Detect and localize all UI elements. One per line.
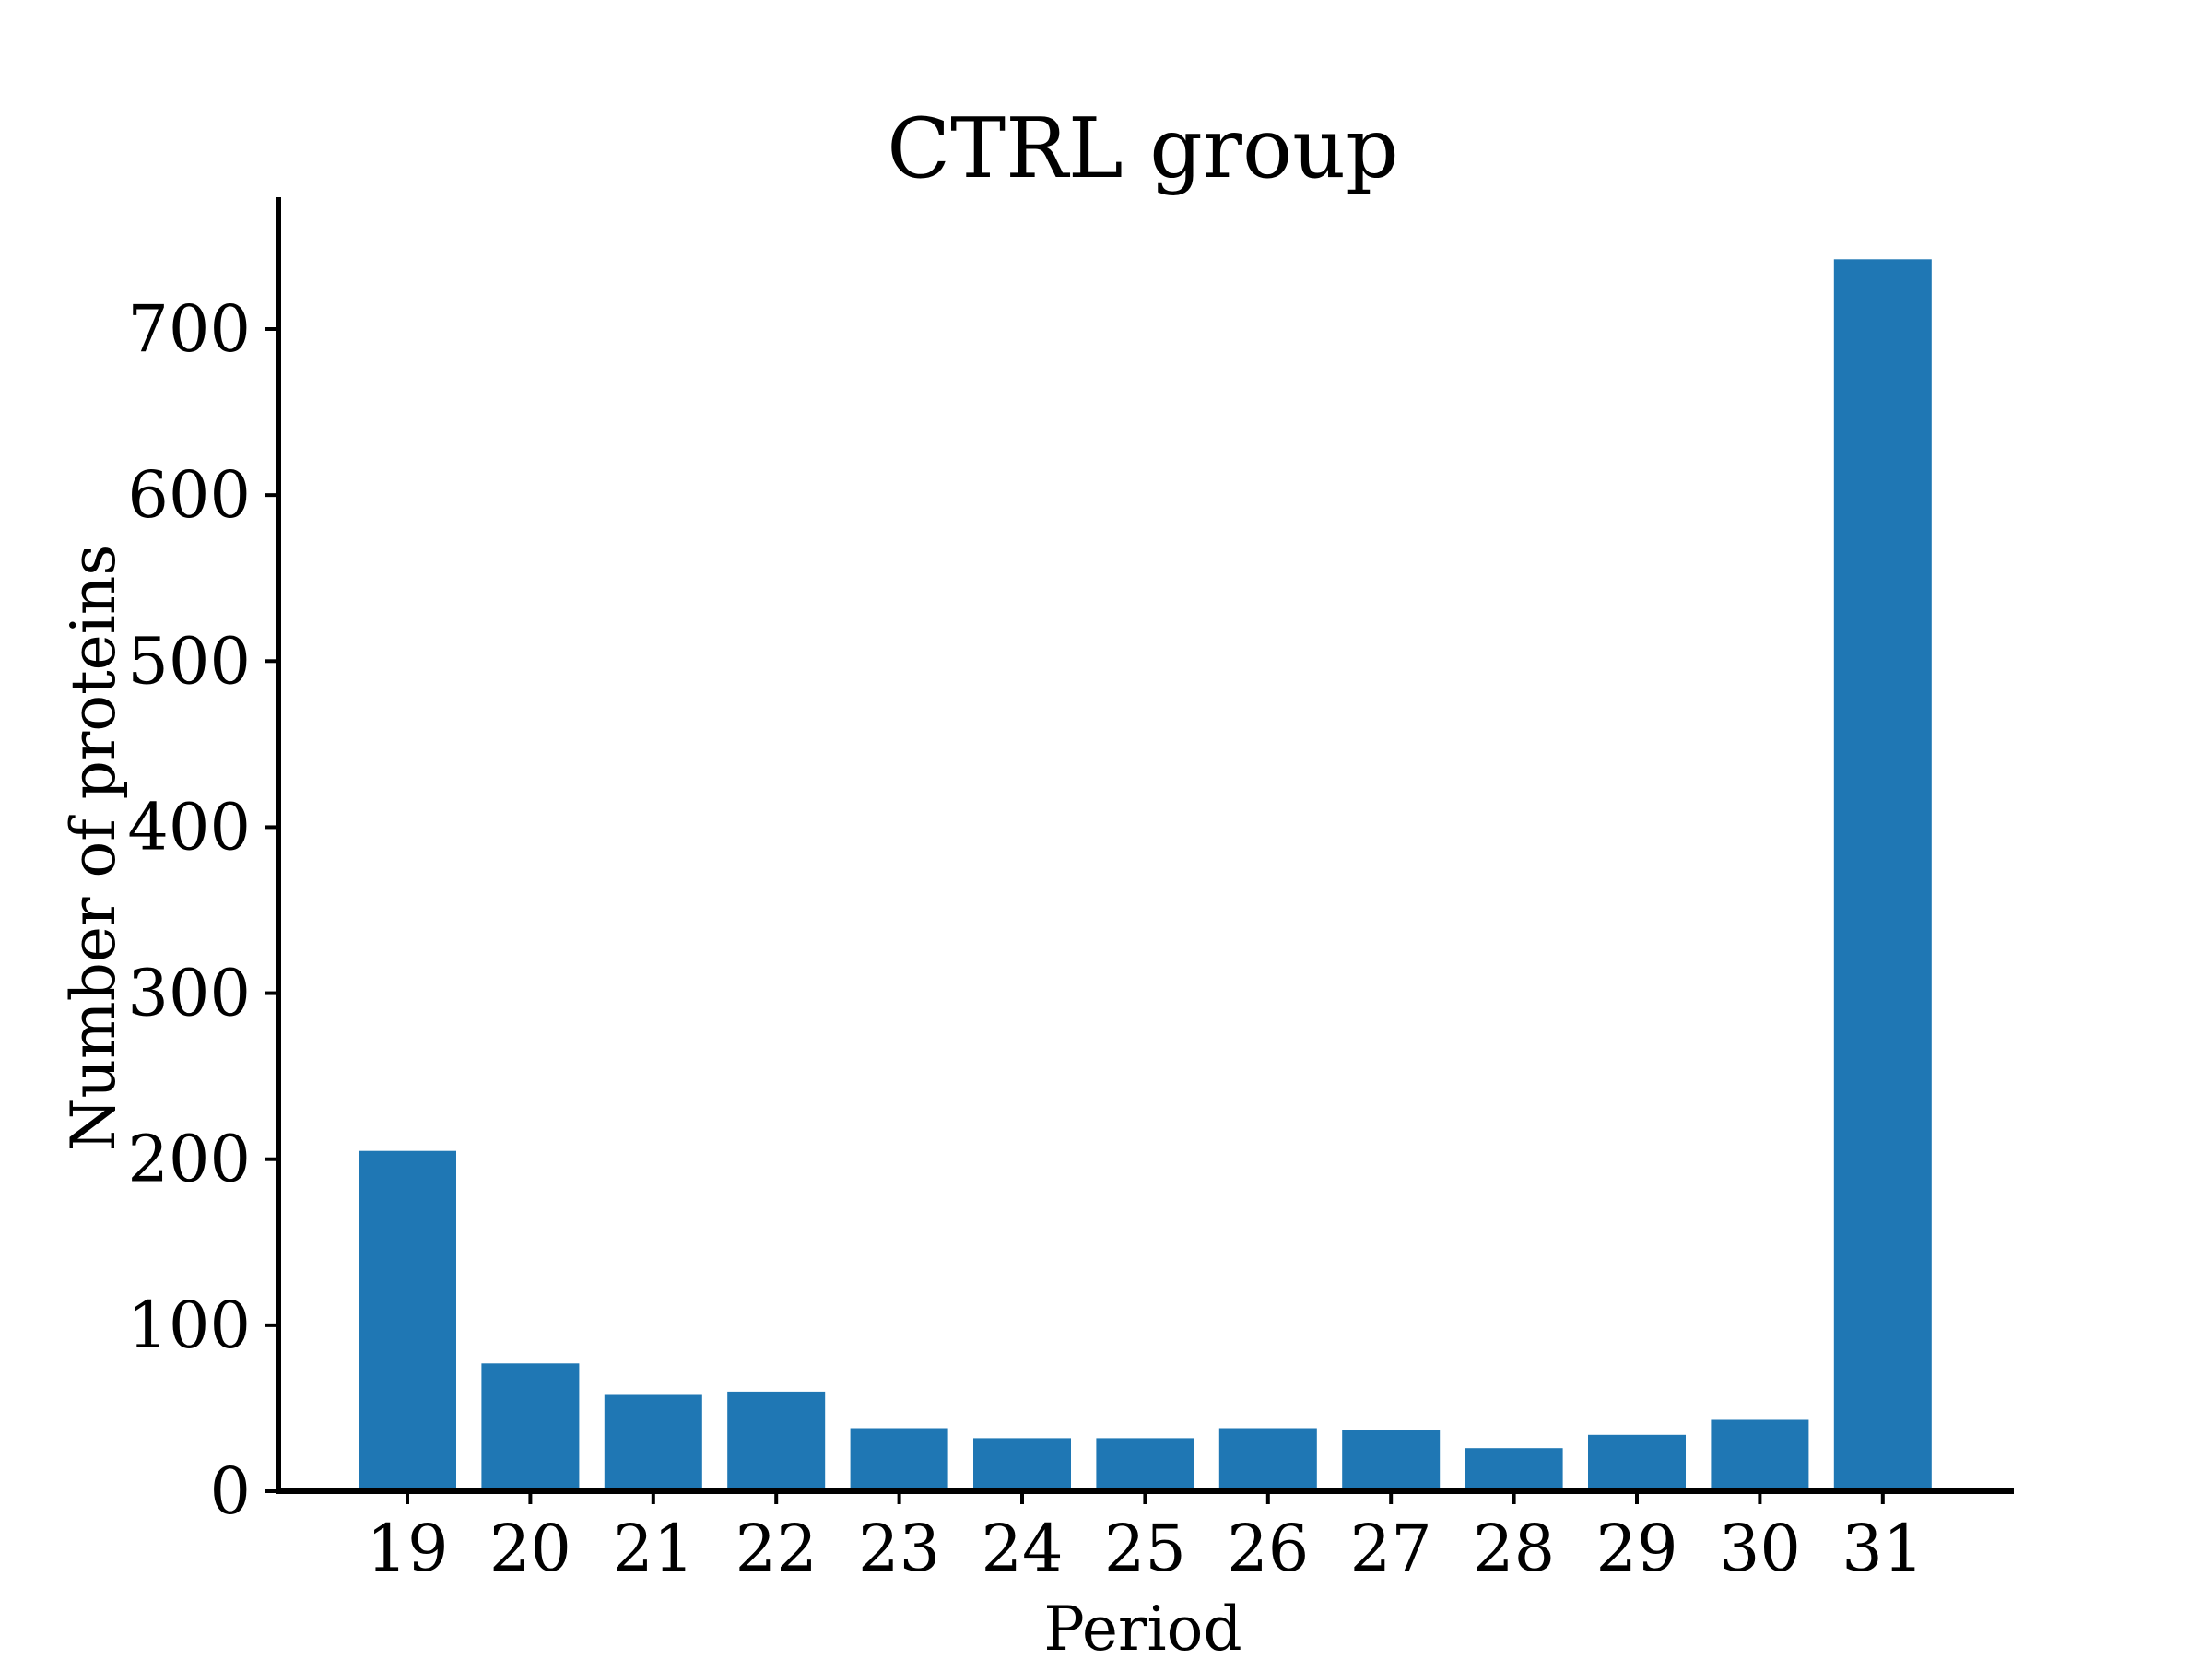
y-tick-label-500: 500 [127, 623, 251, 699]
chart-title: CTRL group [887, 100, 1398, 197]
x-tick-label-21: 21 [612, 1511, 694, 1586]
bar-22 [727, 1391, 826, 1491]
bar-27 [1342, 1430, 1441, 1491]
x-tick-label-31: 31 [1841, 1511, 1924, 1586]
y-tick-label-100: 100 [127, 1288, 251, 1363]
x-tick-label-27: 27 [1350, 1511, 1432, 1586]
x-tick-label-29: 29 [1595, 1511, 1677, 1586]
x-tick-label-28: 28 [1473, 1511, 1555, 1586]
x-tick-label-30: 30 [1719, 1511, 1801, 1586]
y-axis-label: Number of proteins [58, 545, 129, 1151]
x-tick-label-26: 26 [1227, 1511, 1309, 1586]
x-tick-label-20: 20 [489, 1511, 571, 1586]
x-axis-ticks: 19 20 21 22 23 24 25 26 27 28 29 30 31 [366, 1491, 1924, 1586]
y-tick-label-0: 0 [209, 1453, 251, 1529]
x-tick-label-22: 22 [735, 1511, 818, 1586]
bar-24 [973, 1438, 1071, 1491]
bar-25 [1096, 1438, 1194, 1491]
x-tick-label-24: 24 [981, 1511, 1063, 1586]
bar-30 [1711, 1419, 1809, 1491]
y-tick-label-200: 200 [127, 1122, 251, 1197]
bar-23 [850, 1428, 948, 1491]
bar-21 [604, 1394, 702, 1491]
bar-26 [1218, 1428, 1317, 1491]
y-tick-label-400: 400 [127, 789, 251, 865]
x-tick-label-25: 25 [1104, 1511, 1186, 1586]
bar-29 [1588, 1434, 1686, 1491]
bar-19 [359, 1150, 456, 1491]
x-tick-label-19: 19 [366, 1511, 448, 1586]
y-tick-label-600: 600 [127, 457, 251, 533]
bar-28 [1465, 1448, 1563, 1491]
y-tick-label-700: 700 [127, 291, 251, 367]
y-axis-ticks: 0 100 200 300 400 500 600 700 [127, 291, 278, 1529]
y-tick-label-300: 300 [127, 956, 251, 1031]
bar-20 [481, 1363, 580, 1491]
bar-31 [1833, 259, 1932, 1491]
bars-group [359, 259, 1932, 1491]
x-tick-label-23: 23 [858, 1511, 940, 1586]
x-axis-label: Period [1043, 1594, 1241, 1659]
